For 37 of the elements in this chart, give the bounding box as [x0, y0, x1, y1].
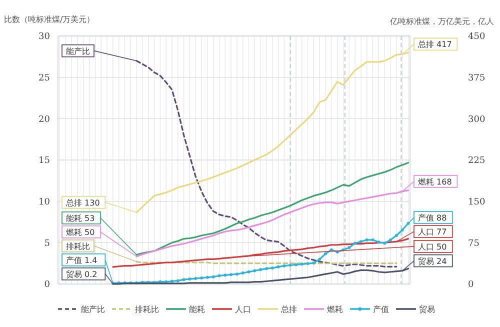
- legend-label: 人口: [235, 305, 251, 314]
- y2-tick-label: 75: [468, 238, 480, 249]
- y2-tick-label: 225: [468, 156, 486, 166]
- legend-label: 燃耗: [327, 305, 343, 314]
- y-tick-label: 20: [38, 114, 50, 125]
- y2-tick-label: 150: [468, 197, 486, 208]
- data-label: 燃耗 168: [418, 177, 452, 186]
- y-tick-label: 15: [38, 156, 50, 166]
- data-label: 人口 50: [418, 242, 447, 252]
- data-label: 总排 130: [65, 198, 100, 208]
- legend-label: 能耗: [189, 305, 205, 314]
- data-label: 人口 77: [418, 228, 447, 237]
- legend-label: 能产比: [81, 305, 105, 314]
- legend-label: 总排: [280, 305, 297, 314]
- y-axis-title: 比数（吨标准煤/万美元）: [4, 15, 95, 24]
- y2-tick-label: 375: [468, 73, 486, 84]
- y-tick-label: 0: [44, 280, 50, 290]
- y2-tick-label: 450: [468, 32, 486, 42]
- y-tick-label: 5: [44, 238, 50, 249]
- y-tick-label: 30: [38, 32, 50, 42]
- data-label: 产值 88: [418, 214, 447, 223]
- data-label: 能产比: [66, 46, 90, 56]
- y2-axis-title: 亿吨标准煤，万亿美元，亿人: [389, 17, 494, 26]
- data-label: 贸易 0.2: [66, 270, 98, 279]
- data-label: 能耗 53: [66, 214, 95, 223]
- data-label: 总排 417: [417, 40, 452, 50]
- legend-label: 贸易: [419, 305, 435, 314]
- y2-tick-label: 300: [468, 114, 486, 125]
- y-tick-label: 10: [38, 197, 50, 208]
- legend-label: 排耗比: [135, 305, 159, 314]
- data-label: 贸易 24: [418, 256, 447, 266]
- data-label: 排耗比: [66, 242, 90, 251]
- data-label: 产值 1.4: [66, 256, 98, 265]
- y-tick-label: 25: [38, 73, 50, 84]
- data-label: 燃耗 50: [66, 228, 95, 237]
- legend-label: 产值: [373, 305, 389, 314]
- y2-tick-label: 0: [468, 280, 474, 290]
